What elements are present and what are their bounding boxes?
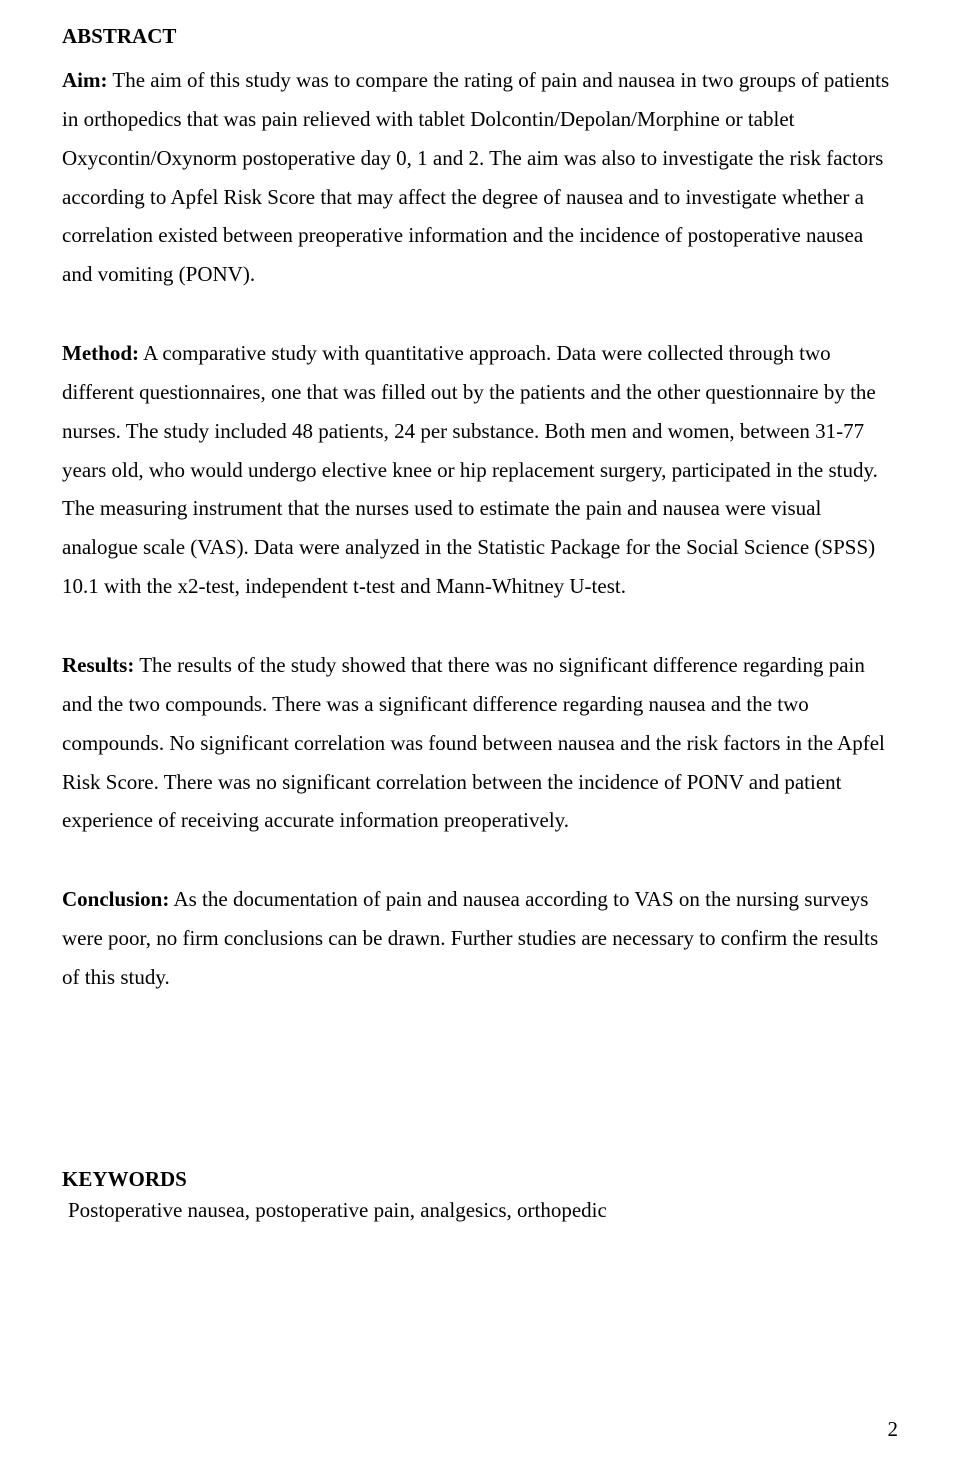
results-paragraph: Results: The results of the study showed… [62, 646, 898, 840]
aim-text: The aim of this study was to compare the… [62, 68, 889, 286]
results-text: The results of the study showed that the… [62, 653, 885, 832]
results-label: Results: [62, 653, 134, 677]
page-container: ABSTRACT Aim: The aim of this study was … [0, 0, 960, 1460]
conclusion-text: As the documentation of pain and nausea … [62, 887, 878, 989]
aim-paragraph: Aim: The aim of this study was to compar… [62, 61, 898, 294]
method-paragraph: Method: A comparative study with quantit… [62, 334, 898, 606]
keywords-heading: KEYWORDS [62, 1167, 898, 1192]
aim-label: Aim: [62, 68, 108, 92]
method-text: A comparative study with quantitative ap… [62, 341, 878, 598]
conclusion-paragraph: Conclusion: As the documentation of pain… [62, 880, 898, 997]
conclusion-label: Conclusion: [62, 887, 169, 911]
abstract-heading: ABSTRACT [62, 24, 898, 49]
page-number: 2 [888, 1417, 899, 1442]
keywords-line: Postoperative nausea, postoperative pain… [68, 1198, 898, 1223]
method-label: Method: [62, 341, 139, 365]
